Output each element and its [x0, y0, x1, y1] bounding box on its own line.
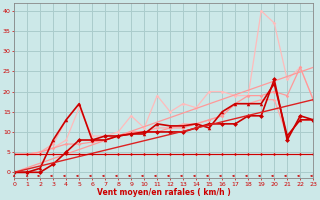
X-axis label: Vent moyen/en rafales ( km/h ): Vent moyen/en rafales ( km/h ): [97, 188, 230, 197]
